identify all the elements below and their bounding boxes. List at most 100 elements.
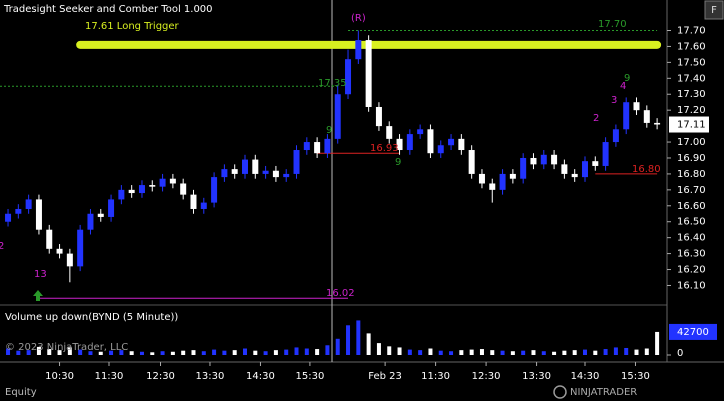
candle-body xyxy=(458,138,465,151)
button-frame[interactable] xyxy=(704,0,724,20)
candle-body xyxy=(190,194,197,209)
indicator-title: Tradesight Seeker and Comber Tool 1.000 xyxy=(3,4,213,15)
volume-bar xyxy=(438,350,443,355)
volume-bar xyxy=(613,347,618,355)
candle-body xyxy=(633,102,640,111)
volume-bar xyxy=(294,347,299,355)
candle-body xyxy=(386,126,393,139)
y-tick-label: 17.60 xyxy=(677,41,706,52)
candle-body xyxy=(108,199,115,217)
count-label: 2 xyxy=(0,241,4,252)
count-label: 2 xyxy=(593,113,599,124)
candle-body xyxy=(396,138,403,151)
signal-label: (R) xyxy=(351,13,366,24)
count-label: 9 xyxy=(395,157,401,168)
volume-bar xyxy=(201,351,206,355)
volume-bar xyxy=(284,349,289,355)
candle-body xyxy=(87,213,94,230)
volume-bar xyxy=(212,349,217,355)
candle-body xyxy=(272,170,279,178)
volume-bar xyxy=(449,351,454,355)
last-price-label: 17.11 xyxy=(677,120,706,131)
volume-bar xyxy=(232,350,237,355)
volume-bar xyxy=(78,349,83,355)
x-tick-label: 13:30 xyxy=(196,371,225,382)
candle-body xyxy=(571,173,578,178)
candle-body xyxy=(612,129,619,143)
volume-bar xyxy=(170,351,175,355)
candle-body xyxy=(283,173,290,178)
level-label: 16.02 xyxy=(326,288,355,299)
candle-body xyxy=(365,40,372,107)
volume-bar xyxy=(562,350,567,355)
candle-body xyxy=(303,142,310,151)
volume-bar xyxy=(315,349,320,355)
copyright: © 2023 NinjaTrader, LLC xyxy=(5,342,128,353)
x-tick-label: 11:30 xyxy=(421,371,450,382)
y2-tick-label: 0 xyxy=(677,348,683,359)
count-label: 3 xyxy=(611,95,617,106)
volume-bar xyxy=(242,348,247,355)
last-volume-label: 42700 xyxy=(677,327,709,338)
tab-label[interactable]: Equity xyxy=(5,387,37,398)
y-tick-label: 16.90 xyxy=(677,153,706,164)
volume-bar xyxy=(428,348,433,355)
candle-body xyxy=(128,189,135,194)
volume-bar xyxy=(541,351,546,355)
candle-body xyxy=(35,199,42,230)
candle-body xyxy=(211,177,218,203)
volume-bar xyxy=(469,349,474,355)
x-tick-label: 12:30 xyxy=(146,371,175,382)
candle-body xyxy=(138,185,145,194)
candle-body xyxy=(56,248,63,254)
candle-body xyxy=(530,157,537,165)
candle-body xyxy=(25,199,32,209)
volume-bar xyxy=(335,338,340,355)
volume-bar xyxy=(418,350,423,355)
candle-body xyxy=(241,159,248,174)
y-tick-label: 16.40 xyxy=(677,233,706,244)
candle-body xyxy=(540,154,547,165)
candle-body xyxy=(15,208,22,214)
y-tick-label: 16.50 xyxy=(677,217,706,228)
candle-body xyxy=(499,173,506,190)
candle-body xyxy=(66,253,73,267)
volume-bar xyxy=(273,350,278,355)
candle-body xyxy=(561,164,568,174)
x-tick-label: 10:30 xyxy=(45,371,74,382)
candle-body xyxy=(643,110,650,123)
volume-bar xyxy=(119,350,124,355)
y-tick-label: 17.20 xyxy=(677,105,706,116)
candle-body xyxy=(406,134,413,151)
candle-body xyxy=(592,161,599,166)
candle-body xyxy=(623,102,630,130)
button-label[interactable]: F xyxy=(711,5,717,16)
volume-bar xyxy=(36,346,41,355)
x-tick-label: Feb 23 xyxy=(368,371,402,382)
level-label: 16.80 xyxy=(632,164,661,175)
volume-bar xyxy=(160,351,165,355)
y-tick-label: 17.30 xyxy=(677,89,706,100)
candle-body xyxy=(489,183,496,190)
candle-body xyxy=(478,173,485,184)
volume-bar xyxy=(346,325,351,355)
candle-body xyxy=(221,169,228,178)
volume-bar xyxy=(57,350,62,355)
x-tick-label: 14:30 xyxy=(246,371,275,382)
logo-icon xyxy=(553,385,567,399)
candle-body xyxy=(314,142,321,154)
volume-bar xyxy=(479,349,484,355)
y-tick-label: 17.50 xyxy=(677,57,706,68)
volume-bar xyxy=(397,347,402,355)
volume-bar xyxy=(655,331,660,355)
candle-body xyxy=(509,173,516,179)
candle-body xyxy=(149,185,156,187)
y-tick-label: 16.30 xyxy=(677,249,706,260)
candle-body xyxy=(345,59,352,95)
volume-bar xyxy=(593,350,598,355)
candle-body xyxy=(46,229,53,249)
candle-body xyxy=(118,189,125,200)
candle-body xyxy=(334,94,341,139)
candle-body xyxy=(77,229,84,267)
volume-bar xyxy=(263,351,268,355)
